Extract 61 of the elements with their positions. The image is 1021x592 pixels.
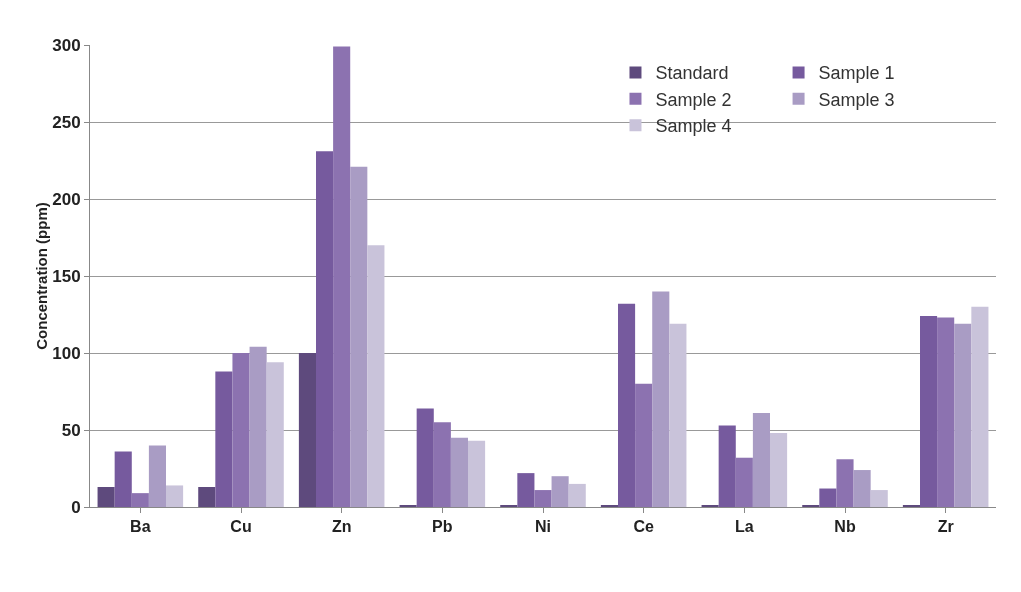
y-tick-label: 100 bbox=[52, 343, 81, 363]
y-tick-label: 0 bbox=[71, 497, 81, 517]
bar bbox=[166, 485, 184, 507]
legend-label: Sample 1 bbox=[818, 63, 895, 84]
bar bbox=[333, 46, 351, 507]
y-tick-label: 250 bbox=[52, 112, 81, 132]
bar bbox=[669, 323, 687, 507]
bar bbox=[635, 383, 653, 507]
y-tick-label: 200 bbox=[52, 189, 81, 209]
legend-label: Sample 3 bbox=[818, 89, 895, 110]
bar bbox=[266, 362, 284, 507]
bar bbox=[735, 457, 753, 507]
y-tick-label: 300 bbox=[52, 35, 81, 55]
bar bbox=[752, 413, 770, 507]
legend-label: Standard bbox=[655, 63, 729, 84]
x-tick-label: Ce bbox=[633, 518, 654, 536]
x-tick-label: Ba bbox=[130, 518, 151, 536]
bar bbox=[853, 470, 871, 507]
bar bbox=[232, 353, 250, 507]
bar bbox=[298, 353, 316, 507]
bar bbox=[652, 291, 670, 507]
x-tick-label: Zn bbox=[331, 518, 352, 536]
bar bbox=[198, 486, 216, 507]
bar bbox=[148, 445, 166, 507]
bar bbox=[350, 166, 368, 507]
bar bbox=[416, 408, 434, 507]
bar bbox=[450, 437, 468, 507]
x-tick-label: La bbox=[734, 518, 754, 536]
bar bbox=[215, 371, 233, 507]
bar bbox=[249, 346, 267, 507]
y-tick-label: 50 bbox=[61, 420, 81, 440]
bar bbox=[718, 425, 736, 507]
bar bbox=[870, 490, 888, 507]
bar bbox=[316, 151, 334, 507]
bar bbox=[131, 493, 149, 507]
bar bbox=[770, 433, 788, 507]
y-axis-title: Concentration (ppm) bbox=[33, 202, 51, 350]
bar bbox=[971, 306, 989, 507]
x-tick-label: Ni bbox=[535, 518, 551, 536]
y-tick-label: 150 bbox=[52, 266, 81, 286]
bar bbox=[517, 473, 535, 507]
bar bbox=[433, 422, 451, 507]
x-tick-label: Pb bbox=[432, 518, 453, 536]
bar bbox=[114, 451, 132, 507]
bar bbox=[836, 459, 854, 507]
x-tick-label: Cu bbox=[230, 518, 252, 536]
bar bbox=[551, 476, 569, 507]
bar bbox=[819, 488, 837, 507]
bar bbox=[568, 483, 586, 507]
bar bbox=[367, 245, 385, 507]
legend-label: Sample 2 bbox=[655, 89, 732, 110]
bar bbox=[920, 316, 938, 507]
bar bbox=[534, 490, 552, 507]
bar bbox=[618, 303, 636, 507]
x-tick-label: Nb bbox=[834, 518, 856, 536]
bar bbox=[937, 317, 955, 507]
legend-label: Sample 4 bbox=[655, 116, 732, 137]
bar bbox=[468, 440, 486, 507]
x-tick-label: Zr bbox=[937, 518, 954, 536]
bar bbox=[97, 486, 115, 507]
bar bbox=[954, 323, 972, 507]
